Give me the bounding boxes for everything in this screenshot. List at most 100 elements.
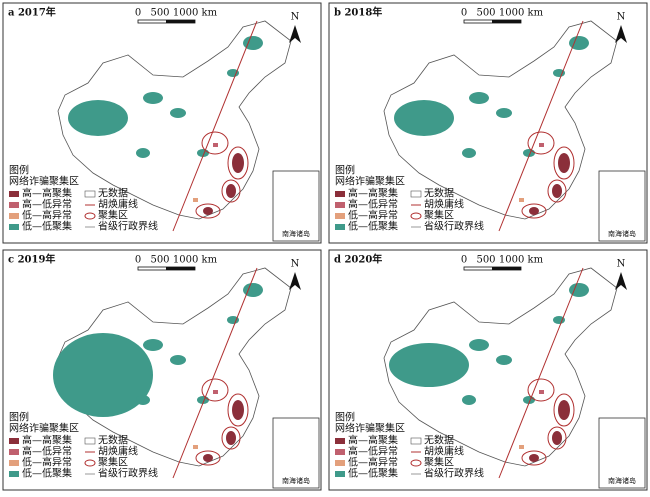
cluster-ring bbox=[201, 378, 229, 402]
legend-label: 胡焕庸线 bbox=[98, 445, 138, 458]
high-high-area bbox=[232, 400, 244, 420]
high-high-area bbox=[558, 400, 570, 420]
high-high-area bbox=[529, 207, 539, 215]
inset-label: 南海诸岛 bbox=[608, 229, 636, 238]
legend-label: 高—低异常 bbox=[22, 445, 72, 458]
inset-frame bbox=[598, 417, 646, 489]
legend-label: 低—低聚集 bbox=[348, 467, 398, 480]
low-low-area bbox=[68, 100, 128, 136]
cluster-ring bbox=[553, 393, 575, 427]
low-low-area bbox=[170, 108, 186, 118]
cluster-ring bbox=[195, 450, 221, 466]
low-low-area bbox=[462, 148, 476, 158]
legend-label: 无数据 bbox=[424, 434, 454, 447]
legend-label: 低—低聚集 bbox=[348, 220, 398, 233]
panel-label: d 2020年 bbox=[334, 253, 382, 266]
low-low-area bbox=[227, 69, 239, 77]
legend-symbol bbox=[84, 459, 96, 467]
scale-label: 0 bbox=[461, 8, 467, 19]
legend-subtitle: 网络诈骗聚集区 bbox=[335, 175, 405, 188]
inset-frame bbox=[272, 170, 320, 242]
low-low-area bbox=[53, 333, 153, 417]
low-low-area bbox=[143, 339, 163, 351]
legend-label: 聚集区 bbox=[424, 456, 454, 469]
legend-swatch bbox=[335, 449, 345, 455]
low-low-area bbox=[243, 283, 263, 297]
hu-line bbox=[172, 267, 258, 479]
low-low-area bbox=[569, 36, 589, 50]
high-high-area bbox=[203, 454, 213, 462]
north-arrow bbox=[615, 25, 627, 43]
legend-swatch bbox=[335, 471, 345, 477]
legend-label: 无数据 bbox=[424, 187, 454, 200]
scale-label: 1000 km bbox=[173, 8, 218, 19]
scale-label: 0 bbox=[135, 8, 141, 19]
legend-symbol bbox=[84, 212, 96, 220]
north-arrow bbox=[615, 272, 627, 290]
scale-label: 500 bbox=[150, 255, 169, 266]
high-high-area bbox=[226, 184, 236, 198]
legend-label: 聚集区 bbox=[424, 209, 454, 222]
low-low-area bbox=[553, 69, 565, 77]
inset-frame bbox=[272, 417, 320, 489]
inset-label: 南海诸岛 bbox=[608, 476, 636, 485]
cluster-ring bbox=[527, 131, 555, 155]
scale-label: 0 bbox=[461, 255, 467, 266]
high-high-area bbox=[203, 207, 213, 215]
legend-label: 无数据 bbox=[98, 187, 128, 200]
cluster-ring bbox=[195, 203, 221, 219]
legend-swatch bbox=[9, 224, 19, 230]
north-label: N bbox=[291, 12, 300, 23]
legend-symbol bbox=[410, 459, 422, 467]
legend-swatch bbox=[335, 460, 345, 466]
scale-label: 500 bbox=[150, 8, 169, 19]
legend-swatch bbox=[9, 191, 19, 197]
high-high-area bbox=[552, 431, 562, 445]
north-label: N bbox=[291, 259, 300, 270]
scale-bar-fill bbox=[492, 20, 521, 23]
north-arrow bbox=[289, 272, 301, 290]
panel-label: a 2017年 bbox=[8, 6, 56, 19]
scale-bar-fill bbox=[492, 267, 521, 270]
legend-swatch bbox=[9, 460, 19, 466]
panel-label: b 2018年 bbox=[334, 6, 382, 19]
low-low-area bbox=[496, 355, 512, 365]
legend-label: 高—高聚集 bbox=[22, 187, 72, 200]
legend-label: 聚集区 bbox=[98, 209, 128, 222]
legend-label: 高—低异常 bbox=[348, 198, 398, 211]
legend-title: 图例 bbox=[335, 411, 355, 424]
north-arrow bbox=[289, 25, 301, 43]
legend-label: 低—高异常 bbox=[22, 209, 72, 222]
scale-label: 500 bbox=[476, 8, 495, 19]
cluster-ring bbox=[521, 203, 547, 219]
legend-title: 图例 bbox=[9, 164, 29, 177]
high-low-area bbox=[539, 390, 544, 394]
legend-swatch bbox=[9, 213, 19, 219]
legend-subtitle: 网络诈骗聚集区 bbox=[9, 422, 79, 435]
cluster-ring bbox=[221, 426, 241, 450]
high-high-area bbox=[552, 184, 562, 198]
low-low-area bbox=[553, 316, 565, 324]
legend-label: 高—高聚集 bbox=[22, 434, 72, 447]
high-high-area bbox=[558, 153, 570, 173]
cluster-ring bbox=[547, 426, 567, 450]
scale-label: 1000 km bbox=[173, 255, 218, 266]
cluster-ring bbox=[227, 146, 249, 180]
inset-label: 南海诸岛 bbox=[282, 476, 310, 485]
legend-swatch bbox=[9, 202, 19, 208]
low-low-area bbox=[389, 343, 469, 387]
map-panel: d 2020年 0 500 1000 km N 南海诸岛 图例网络诈骗聚集区高—高聚集高—低… bbox=[328, 249, 648, 491]
legend-label: 省级行政界线 bbox=[424, 467, 484, 480]
legend-label: 低—高异常 bbox=[348, 456, 398, 469]
legend-label: 省级行政界线 bbox=[98, 467, 158, 480]
low-low-area bbox=[170, 355, 186, 365]
legend-label: 低—高异常 bbox=[22, 456, 72, 469]
hu-line bbox=[498, 267, 584, 479]
cluster-ring bbox=[521, 450, 547, 466]
legend-label: 高—高聚集 bbox=[348, 187, 398, 200]
cluster-ring bbox=[227, 393, 249, 427]
legend-title: 图例 bbox=[9, 411, 29, 424]
legend-label: 聚集区 bbox=[98, 456, 128, 469]
high-low-area bbox=[539, 143, 544, 147]
legend-label: 胡焕庸线 bbox=[98, 198, 138, 211]
